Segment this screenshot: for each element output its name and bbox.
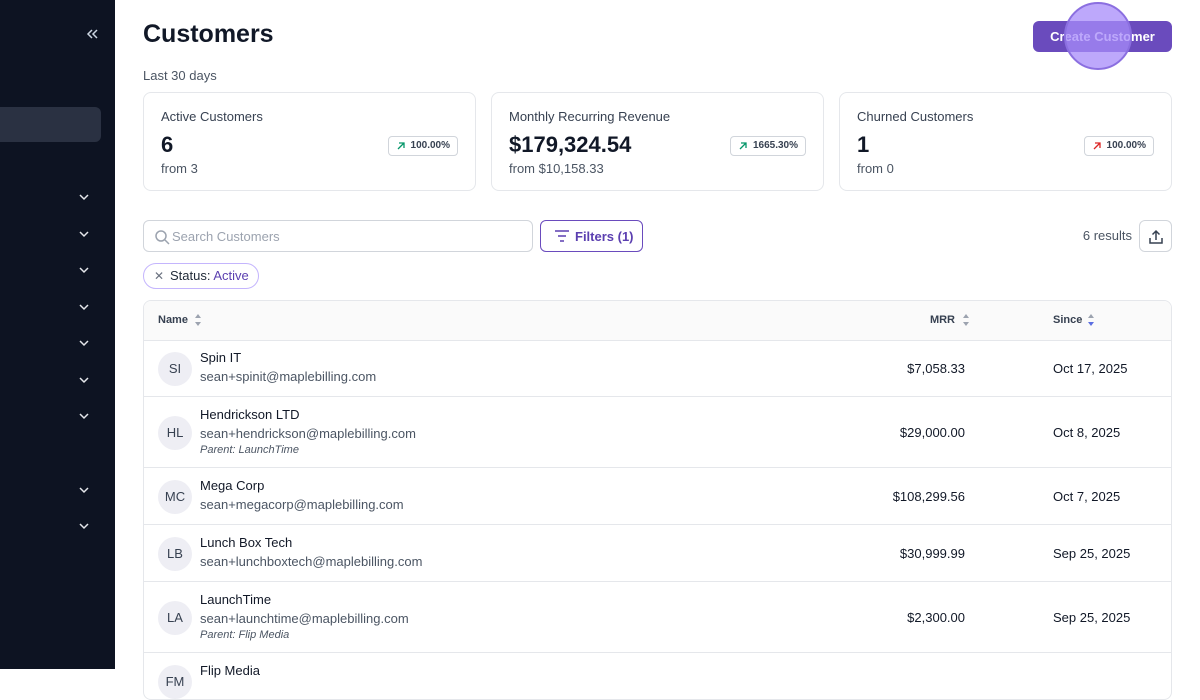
stat-label: Monthly Recurring Revenue [509, 109, 671, 124]
customer-email: sean+megacorp@maplebilling.com [200, 497, 404, 512]
export-button[interactable] [1139, 220, 1172, 252]
stat-from: from 3 [161, 161, 198, 176]
stat-label: Churned Customers [857, 109, 974, 124]
chip-remove-icon[interactable]: ✕ [154, 269, 165, 283]
page: {"header": {"title": "Customers", "subti… [0, 0, 1172, 700]
customer-mrr: $29,000.00 [899, 424, 965, 440]
table-row[interactable]: FM Flip Media [144, 653, 1171, 699]
column-header[interactable]: MRR [929, 314, 955, 326]
avatar: FM [158, 664, 192, 699]
customer-since: Oct 17, 2025 [1053, 360, 1128, 376]
customer-mrr: $30,999.99 [899, 545, 965, 561]
sort-icon [195, 314, 201, 326]
stat-change: 1665.30% [729, 136, 806, 156]
nav-chevron [79, 267, 89, 274]
stat-change-text: 100.00% [410, 140, 450, 151]
customer-since: Sep 25, 2025 [1053, 545, 1131, 561]
table-row[interactable]: HL Hendrickson LTD sean+hendrickson@mapleb… [144, 397, 1171, 468]
active-nav-item[interactable] [0, 107, 101, 142]
customer-name: Spin IT [200, 350, 242, 365]
stat-change: 100.00% [387, 136, 458, 156]
customer-name: Mega Corp [200, 478, 265, 493]
search-input[interactable]: Search Customers [143, 220, 533, 252]
customer-since: Oct 8, 2025 [1053, 424, 1121, 440]
chip-value: Active [213, 268, 249, 283]
customer-parent: Parent: LaunchTime [200, 444, 299, 456]
nav-chevron [79, 231, 89, 238]
stat-card: Churned Customers 1 from 0 100.00% [839, 92, 1172, 191]
export-icon [1149, 229, 1163, 244]
click-indicator [1064, 2, 1132, 70]
column-header[interactable]: Since [1053, 314, 1083, 326]
nav-chevron [79, 413, 89, 420]
sidebar [0, 0, 115, 669]
stat-change-text: 100.00% [1106, 140, 1146, 151]
avatar: MC [158, 479, 192, 514]
table-row[interactable]: LB Lunch Box Tech sean+lunchboxtech@mapleb… [144, 525, 1171, 582]
nav-chevron [79, 523, 89, 530]
sort-icon [963, 314, 969, 326]
filters-button[interactable]: Filters (1) [540, 220, 643, 252]
customer-since: Sep 25, 2025 [1053, 609, 1131, 625]
chip-key: Status: [170, 268, 211, 283]
table-row[interactable]: SI Spin IT sean+spinit@maplebilling.com $7,… [144, 340, 1171, 397]
nav-chevron [79, 304, 89, 311]
customer-email: sean+launchtime@maplebilling.com [200, 611, 409, 626]
filter-icon [555, 230, 569, 242]
page-subtitle: Last 30 days [143, 68, 217, 83]
customer-mrr: $7,058.33 [907, 360, 965, 376]
sort-icon [1088, 314, 1094, 326]
trend-icon [1093, 142, 1101, 150]
customer-mrr: $2,300.00 [907, 609, 965, 625]
stat-card: Monthly Recurring Revenue $179,324.54 from… [491, 92, 824, 191]
search-icon [155, 230, 170, 245]
customer-mrr: $108,299.56 [892, 488, 965, 504]
stat-value: 6 [161, 132, 174, 157]
customer-name: Lunch Box Tech [200, 535, 293, 550]
customer-parent: Parent: Flip Media [200, 629, 290, 641]
table-row[interactable]: MC Mega Corp sean+megacorp@maplebilling.co… [144, 468, 1171, 525]
nav-chevron [79, 194, 89, 201]
avatar: SI [158, 351, 192, 386]
table-header: Name MRR Since [144, 301, 1171, 341]
filters-label: Filters (1) [575, 229, 634, 244]
trend-icon [739, 142, 747, 150]
page-title: Customers [143, 20, 274, 48]
customer-email: sean+lunchboxtech@maplebilling.com [200, 554, 423, 569]
stat-card: Active Customers 6 from 3 100.00% [143, 92, 476, 191]
stat-value: 1 [857, 132, 870, 157]
stat-change-text: 1665.30% [752, 140, 798, 151]
customer-name: LaunchTime [200, 592, 272, 607]
filter-chip[interactable]: ✕ Status: Active [143, 263, 259, 289]
table-row[interactable]: LA LaunchTime sean+launchtime@maplebilling… [144, 582, 1171, 653]
stat-from: from $10,158.33 [509, 161, 604, 176]
nav-chevron [79, 340, 89, 347]
stat-label: Active Customers [161, 109, 263, 124]
stat-value: $179,324.54 [509, 132, 632, 157]
stat-change: 100.00% [1083, 136, 1154, 156]
trend-icon [397, 142, 405, 150]
nav-chevron [79, 487, 89, 494]
collapse-icon[interactable] [86, 28, 98, 40]
customer-email: sean+spinit@maplebilling.com [200, 369, 377, 384]
search-placeholder: Search Customers [172, 229, 280, 244]
avatar: LB [158, 536, 192, 571]
customers-table: Name MRR Since SI Spin IT sean+spinit@mapleb… [143, 300, 1172, 700]
customer-name: Flip Media [200, 663, 260, 678]
customer-since: Oct 7, 2025 [1053, 488, 1121, 504]
avatar: LA [158, 600, 192, 635]
customer-name: Hendrickson LTD [200, 407, 300, 422]
avatar: HL [158, 415, 192, 450]
customer-email: sean+hendrickson@maplebilling.com [200, 426, 416, 441]
stat-from: from 0 [857, 161, 894, 176]
nav-chevron [79, 377, 89, 384]
column-header[interactable]: Name [158, 314, 188, 326]
results-count: 6 results [1082, 228, 1132, 243]
